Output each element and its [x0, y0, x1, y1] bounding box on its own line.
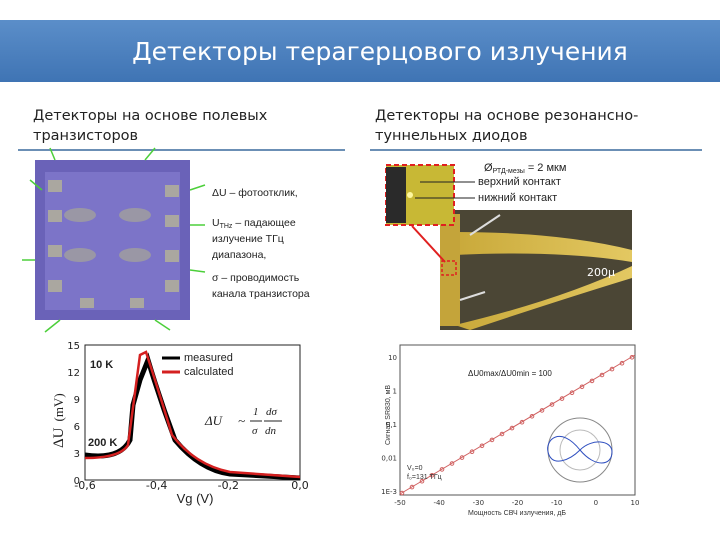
power-plot: V₀=0 f₀=131 ТГц — [399, 344, 636, 496]
point — [619, 360, 625, 366]
note: излучение ТГц — [212, 233, 284, 245]
point — [469, 449, 475, 455]
y-label: ΔU(mV) — [51, 393, 67, 448]
point — [599, 372, 605, 378]
heading: туннельных диодов — [375, 128, 528, 144]
note: ΔU – фотоотклик, — [212, 187, 298, 199]
photo-label: верхний контакт — [478, 176, 561, 188]
title-bar — [0, 20, 720, 82]
x-tick-label: 0,0 — [291, 479, 309, 492]
svg-text:dn: dn — [265, 425, 277, 437]
y-tick-label: 15 — [67, 341, 80, 352]
point — [399, 490, 405, 496]
point — [449, 461, 455, 466]
point — [439, 467, 445, 472]
note: UTHz – падающее — [212, 217, 296, 230]
svg-text:1: 1 — [253, 406, 259, 418]
point — [589, 378, 595, 384]
point — [489, 437, 495, 443]
svg-text:ΔU: ΔU — [204, 413, 224, 428]
note: диапазона, — [212, 249, 266, 261]
x-tick-label: -10 — [551, 499, 562, 507]
point — [629, 355, 635, 360]
point — [479, 443, 485, 449]
x-tick-label: -20 — [512, 499, 523, 507]
svg-text:dσ: dσ — [266, 406, 278, 418]
y-tick-label: 3 — [74, 449, 80, 460]
x-tick-label: -0,4 — [146, 479, 167, 492]
point — [499, 431, 505, 437]
x-label: Vg (V) — [177, 491, 214, 506]
rtd-photo — [385, 164, 632, 330]
x-tick-label: 10 — [631, 499, 640, 507]
legend: measured — [184, 352, 233, 364]
point — [419, 478, 425, 484]
ratio: ΔU0max/ΔU0min = 100 — [468, 369, 552, 378]
x-label: Мощность СВЧ излучения, дБ — [468, 510, 566, 517]
y-tick-label: 0,01 — [381, 455, 397, 463]
point — [549, 402, 555, 407]
scale-label: 200μ — [587, 266, 615, 279]
heading: Детекторы на основе резонансно- — [375, 108, 638, 124]
y-tick-label: 0,1 — [386, 421, 397, 429]
x-tick-label: -50 — [394, 499, 405, 507]
title: Детекторы терагерцового излучения — [132, 37, 628, 66]
note: σ – проводимость — [212, 272, 300, 284]
chip-photo — [22, 147, 206, 333]
x-tick-label: -0,6 — [74, 479, 95, 492]
photo-label: ØРТД-мезы = 2 мкм — [484, 162, 566, 175]
heading: Детекторы на основе полевых — [33, 108, 268, 124]
point — [459, 455, 465, 460]
point — [569, 390, 575, 396]
formula: ΔU ~ 1 σ dσ dn — [204, 406, 282, 437]
x-tick-label: 0 — [594, 499, 598, 507]
svg-text:σ: σ — [252, 425, 258, 437]
y-tick-label: 0 — [74, 476, 80, 487]
point — [409, 484, 415, 490]
point — [509, 425, 515, 431]
point — [579, 384, 585, 390]
y-tick-label: 12 — [67, 368, 80, 379]
point — [519, 419, 525, 425]
legend: calculated — [184, 366, 234, 378]
heading: транзисторов — [33, 128, 138, 144]
y-label: Сигнал SR830, мВ — [385, 385, 392, 445]
curve-label: 10 K — [90, 359, 113, 371]
point — [429, 473, 435, 478]
point — [559, 396, 565, 401]
y-tick-label: 1 — [393, 388, 397, 396]
y-tick-label: 1E-3 — [381, 488, 397, 496]
x-tick-label: -0,2 — [218, 479, 239, 492]
x-tick-label: -40 — [433, 499, 444, 507]
note: канала транзистора — [212, 288, 310, 300]
point — [529, 414, 535, 419]
point — [609, 366, 615, 372]
svg-text:~: ~ — [238, 413, 245, 428]
y-tick-label: 9 — [74, 395, 80, 406]
point — [539, 408, 545, 413]
svg-text:V₀=0: V₀=0 — [407, 465, 423, 472]
x-tick-label: -30 — [473, 499, 484, 507]
photo-label: нижний контакт — [478, 192, 557, 204]
y-tick-label: 6 — [74, 422, 80, 433]
fet-plot — [84, 344, 301, 481]
svg-text:f₀=131 ТГц: f₀=131 ТГц — [407, 474, 442, 481]
y-tick-label: 10 — [388, 354, 397, 362]
curve-label: 200 K — [88, 437, 117, 449]
